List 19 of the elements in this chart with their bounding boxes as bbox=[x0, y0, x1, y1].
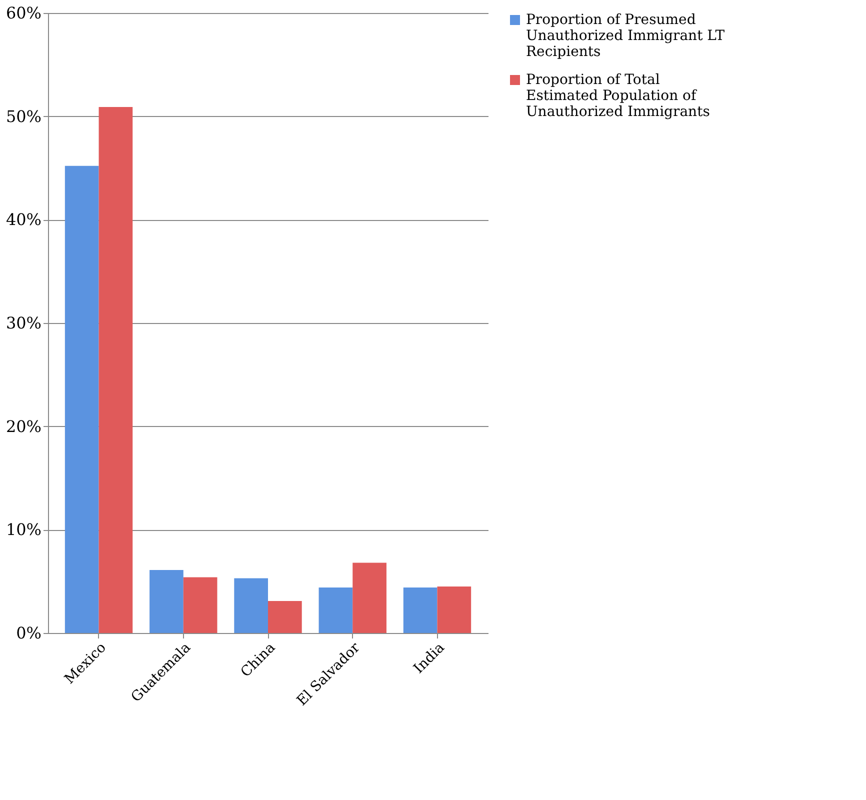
y-tick-label: 50% bbox=[6, 106, 42, 126]
y-tick-label: 60% bbox=[6, 4, 42, 22]
legend-label: Proportion of Total Estimated Population of Unauthorized Immigrants bbox=[526, 72, 710, 120]
bar bbox=[352, 562, 386, 633]
y-tick-label: 40% bbox=[6, 210, 42, 230]
bar bbox=[64, 166, 99, 633]
y-tick-label: 10% bbox=[6, 520, 42, 540]
bar bbox=[150, 570, 184, 633]
bar bbox=[98, 107, 133, 633]
bar bbox=[403, 588, 438, 633]
bar bbox=[318, 588, 353, 633]
y-tick-label: 20% bbox=[6, 416, 42, 436]
y-tick-label: 30% bbox=[6, 314, 42, 332]
bar bbox=[268, 600, 302, 633]
y-tick-label: 0% bbox=[16, 624, 42, 642]
bar bbox=[183, 577, 218, 633]
legend-label: Proportion of Presumed Unauthorized Immigrant LT Recipients bbox=[526, 12, 726, 60]
bar bbox=[234, 578, 268, 633]
bar bbox=[437, 586, 472, 633]
